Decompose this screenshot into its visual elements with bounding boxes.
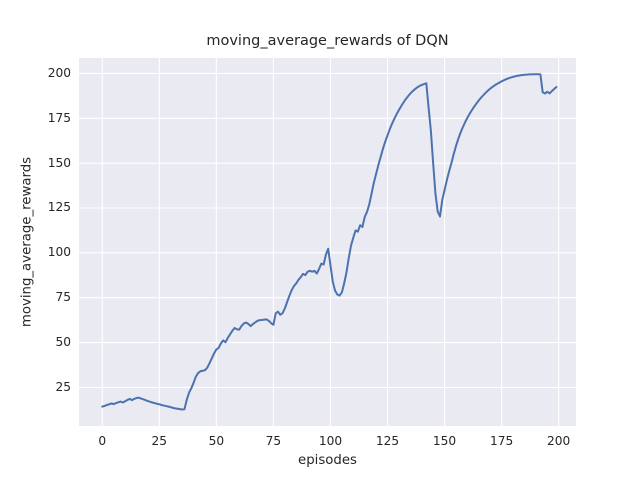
x-tick-label: 150 [432, 434, 457, 448]
y-tick-label: 50 [55, 335, 71, 350]
y-tick-label: 150 [47, 155, 71, 170]
x-tick-label: 125 [375, 434, 400, 448]
x-axis-label: episodes [298, 453, 357, 468]
dqn-reward-line [101, 73, 558, 411]
x-tick-label: 100 [318, 434, 343, 448]
chart-title: moving_average_rewards of DQN [206, 33, 449, 49]
plot-area [79, 58, 576, 426]
y-tick-label: 175 [47, 110, 71, 125]
x-tick-label: 50 [208, 434, 225, 448]
y-tick-label: 25 [55, 379, 71, 394]
x-tick-label: 75 [265, 434, 282, 448]
y-tick-label: 125 [47, 200, 71, 215]
x-tick-label: 25 [151, 434, 168, 448]
y-tick-label: 100 [47, 245, 71, 260]
y-tick-label: 75 [55, 290, 71, 305]
x-tick-label: 0 [98, 434, 107, 448]
x-tick-label: 175 [489, 434, 514, 448]
x-tick-label: 200 [547, 434, 571, 448]
y-tick-label: 200 [47, 65, 71, 80]
line-chart-svg [79, 58, 576, 426]
